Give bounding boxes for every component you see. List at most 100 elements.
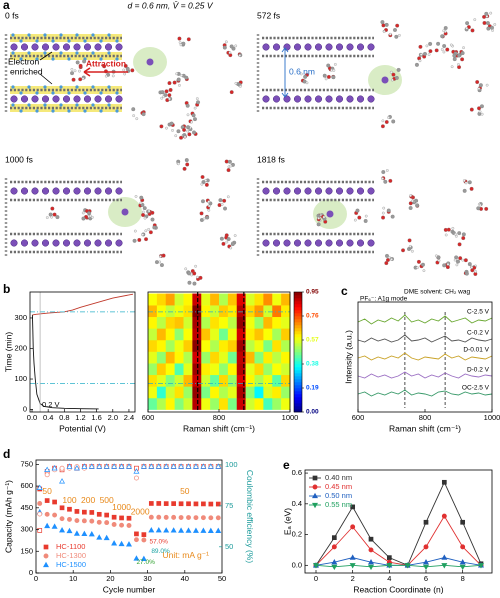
na-ion: [356, 187, 365, 195]
series-line: [315, 515, 482, 566]
heatmap-cell: [201, 316, 211, 329]
heatmap-cell: [245, 363, 255, 376]
solvent-atom: [225, 40, 228, 44]
solvent-atom: [89, 214, 92, 218]
heatmap-cell: [201, 363, 211, 376]
solvent-atom: [226, 237, 231, 241]
heatmap-cell: [219, 328, 229, 341]
solvent-atom: [147, 209, 151, 213]
solvent-atom: [428, 49, 433, 54]
solvent-atom: [393, 28, 397, 32]
heatmap-cell: [236, 351, 246, 364]
solvent-atom: [200, 175, 205, 179]
marker: [126, 541, 132, 547]
marker: [141, 537, 147, 543]
panel-label: a: [3, 0, 10, 12]
heatmap-cell: [165, 305, 175, 318]
heatmap-cell: [263, 386, 273, 399]
charge-density: [10, 86, 122, 94]
solvent-atom: [414, 198, 419, 203]
solvent-atom: [165, 126, 168, 130]
heatmap-cell: [219, 351, 229, 364]
solvent-atom: [464, 181, 468, 185]
marker: [67, 516, 72, 522]
na-ion: [94, 43, 102, 51]
heatmap-cell: [272, 374, 282, 387]
heatmap-cell: [227, 339, 238, 352]
solvent-atom: [181, 41, 186, 46]
solvent-atom: [168, 97, 171, 101]
na-ion: [62, 43, 71, 51]
na-ion: [293, 239, 302, 247]
solvent-atom: [385, 169, 389, 172]
na-ion: [272, 239, 281, 247]
solvent-atom: [322, 215, 326, 219]
solvent-atom: [238, 54, 242, 57]
legend-label: 0.40 nm: [325, 473, 352, 482]
na-ion: [41, 43, 50, 51]
solvent-atom: [425, 44, 429, 48]
na-ion: [283, 239, 291, 247]
marker: [133, 468, 140, 474]
solvent-atom: [131, 107, 136, 112]
series-line: [357, 352, 493, 361]
heatmap-cell: [219, 374, 229, 387]
marker: [459, 559, 466, 565]
na-ion: [346, 239, 354, 247]
solvent-atom: [179, 43, 183, 47]
charge-density: [115, 39, 119, 43]
na-ion: [356, 43, 365, 51]
solvent-atom: [326, 74, 331, 79]
y-axis-label: Capacity (mAh g⁻¹): [3, 480, 13, 553]
heatmap-cell: [227, 316, 238, 329]
panel-label: e: [283, 458, 290, 472]
marker: [133, 555, 140, 561]
electron-label: enriched: [10, 66, 43, 76]
na-ion: [20, 95, 29, 103]
solvent-atom: [445, 265, 450, 270]
na-ion: [335, 187, 344, 195]
heatmap-cell: [165, 339, 175, 352]
heatmap-cell: [272, 351, 282, 364]
y2-axis-label: Coulombic efficiency (%): [245, 470, 255, 564]
heatmap-cell: [174, 363, 184, 376]
heatmap-cell: [263, 363, 273, 376]
heatmap-cell: [281, 305, 291, 318]
solvent-atom: [81, 211, 85, 215]
heatmap-cell: [272, 397, 282, 410]
marker: [208, 501, 214, 507]
solvent-atom: [440, 48, 444, 51]
solvent-atom: [158, 260, 162, 264]
colorbar-segment: [294, 391, 302, 395]
solvent-atom: [317, 216, 321, 220]
plot-frame: [304, 469, 493, 574]
marker: [478, 563, 484, 569]
heatmap-cell: [254, 328, 264, 341]
na-ion: [41, 95, 50, 103]
solvent-atom: [175, 72, 179, 76]
na-ion: [94, 239, 102, 247]
heatmap-cell: [156, 293, 167, 306]
x-tick-label: 600: [142, 413, 155, 422]
na-ion: [335, 95, 344, 103]
solvent-atom: [435, 254, 438, 258]
solvent-atom: [422, 269, 426, 272]
solvent-atom: [183, 135, 187, 139]
solvent-atom: [434, 48, 439, 53]
y-axis-label: Intensity (a.u.): [343, 330, 353, 384]
colorbar-segment: [294, 343, 302, 347]
solvent-atom: [461, 258, 465, 262]
y-axis-label: Time (min): [3, 332, 13, 372]
charge-density: [67, 39, 71, 43]
solvent-atom: [383, 179, 388, 184]
solvent-atom: [461, 236, 466, 241]
marker: [89, 510, 95, 515]
na-ion: [115, 95, 123, 103]
solvent-atom: [196, 100, 200, 105]
solvent-atom: [453, 258, 457, 262]
marker: [368, 536, 374, 542]
x-tick-label: 600: [352, 413, 365, 422]
heatmap-cell: [219, 397, 229, 410]
colorbar-segment: [294, 319, 302, 323]
charge-density: [35, 57, 39, 61]
